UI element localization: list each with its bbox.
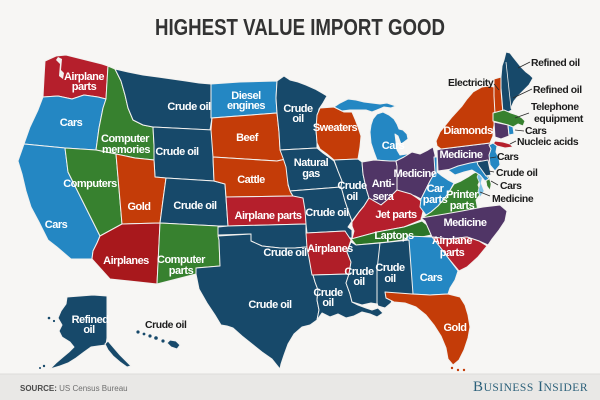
- svg-text:Airplane: Airplane: [432, 235, 472, 247]
- svg-text:Refined: Refined: [72, 314, 109, 326]
- svg-text:Cars: Cars: [45, 219, 68, 231]
- svg-text:Crude: Crude: [283, 103, 313, 115]
- svg-text:Refined oil: Refined oil: [531, 58, 580, 69]
- svg-text:parts: parts: [169, 265, 194, 277]
- svg-text:Printer: Printer: [446, 189, 479, 201]
- svg-text:BUSINESS INSIDER: BUSINESS INSIDER: [473, 379, 588, 395]
- svg-text:Cars: Cars: [60, 117, 83, 129]
- svg-text:Crude oil: Crude oil: [155, 146, 199, 158]
- svg-text:oil: oil: [346, 191, 358, 203]
- svg-text:parts: parts: [450, 200, 475, 212]
- svg-text:Cars: Cars: [497, 152, 519, 163]
- svg-text:Refined oil: Refined oil: [533, 85, 582, 96]
- svg-text:gas: gas: [302, 168, 320, 180]
- svg-text:Cattle: Cattle: [237, 174, 265, 186]
- svg-text:Medicine: Medicine: [492, 194, 534, 205]
- svg-text:Airplanes: Airplanes: [103, 255, 149, 267]
- svg-text:Anti-: Anti-: [372, 178, 395, 190]
- svg-text:Cars: Cars: [525, 126, 547, 137]
- svg-text:Cars: Cars: [500, 181, 522, 192]
- svg-text:equipment: equipment: [534, 114, 584, 125]
- svg-text:sera: sera: [373, 191, 395, 203]
- svg-text:Gold: Gold: [443, 322, 466, 334]
- svg-text:Medicine: Medicine: [443, 217, 486, 229]
- svg-text:Natural: Natural: [294, 157, 329, 169]
- svg-text:Crude: Crude: [344, 266, 374, 278]
- svg-text:Medicine: Medicine: [393, 168, 436, 180]
- svg-text:Sweaters: Sweaters: [313, 122, 358, 134]
- svg-text:Crude: Crude: [375, 262, 405, 274]
- svg-text:Car: Car: [427, 183, 445, 195]
- svg-text:parts: parts: [423, 194, 448, 206]
- svg-text:oil: oil: [322, 297, 334, 309]
- svg-text:Airplane parts: Airplane parts: [235, 210, 302, 222]
- svg-text:Crude oil: Crude oil: [248, 299, 292, 311]
- svg-text:Cars: Cars: [420, 272, 443, 284]
- svg-text:oil: oil: [353, 276, 365, 288]
- svg-text:Airplanes: Airplanes: [307, 243, 353, 255]
- svg-text:parts: parts: [72, 81, 97, 93]
- svg-text:Crude oil: Crude oil: [167, 101, 211, 113]
- svg-text:oil: oil: [83, 324, 95, 336]
- svg-text:Crude oil: Crude oil: [263, 247, 307, 259]
- svg-text:Computer: Computer: [101, 133, 150, 145]
- svg-text:Nucleic acids: Nucleic acids: [517, 137, 579, 148]
- svg-text:Airplane: Airplane: [64, 71, 104, 83]
- svg-text:Beef: Beef: [236, 132, 259, 144]
- svg-text:Computers: Computers: [63, 178, 117, 190]
- svg-text:engines: engines: [227, 100, 265, 112]
- svg-text:Jet parts: Jet parts: [375, 209, 417, 221]
- svg-text:Crude oil: Crude oil: [496, 168, 538, 179]
- svg-text:Medicine: Medicine: [439, 149, 482, 161]
- svg-text:oil: oil: [384, 273, 396, 285]
- svg-text:HIGHEST VALUE IMPORT GOOD: HIGHEST VALUE IMPORT GOOD: [155, 14, 445, 40]
- svg-text:Crude oil: Crude oil: [145, 320, 187, 331]
- svg-text:memories: memories: [102, 144, 150, 156]
- svg-text:Cars: Cars: [382, 140, 405, 152]
- svg-text:Telephone: Telephone: [531, 102, 579, 113]
- svg-text:Crude: Crude: [337, 180, 367, 192]
- svg-text:Laptops: Laptops: [374, 230, 414, 242]
- svg-text:Crude oil: Crude oil: [173, 200, 217, 212]
- svg-text:Diamonds: Diamonds: [443, 125, 493, 137]
- svg-text:oil: oil: [292, 113, 304, 125]
- svg-text:Gold: Gold: [127, 201, 150, 213]
- svg-text:parts: parts: [440, 247, 465, 259]
- svg-text:Crude oil: Crude oil: [305, 207, 349, 219]
- svg-text:SOURCE: US Census Bureau: SOURCE: US Census Bureau: [20, 384, 128, 393]
- svg-text:Crude: Crude: [313, 287, 343, 299]
- svg-text:Electricity: Electricity: [448, 78, 494, 89]
- svg-text:Diesel: Diesel: [231, 90, 261, 102]
- svg-text:Computer: Computer: [157, 254, 206, 266]
